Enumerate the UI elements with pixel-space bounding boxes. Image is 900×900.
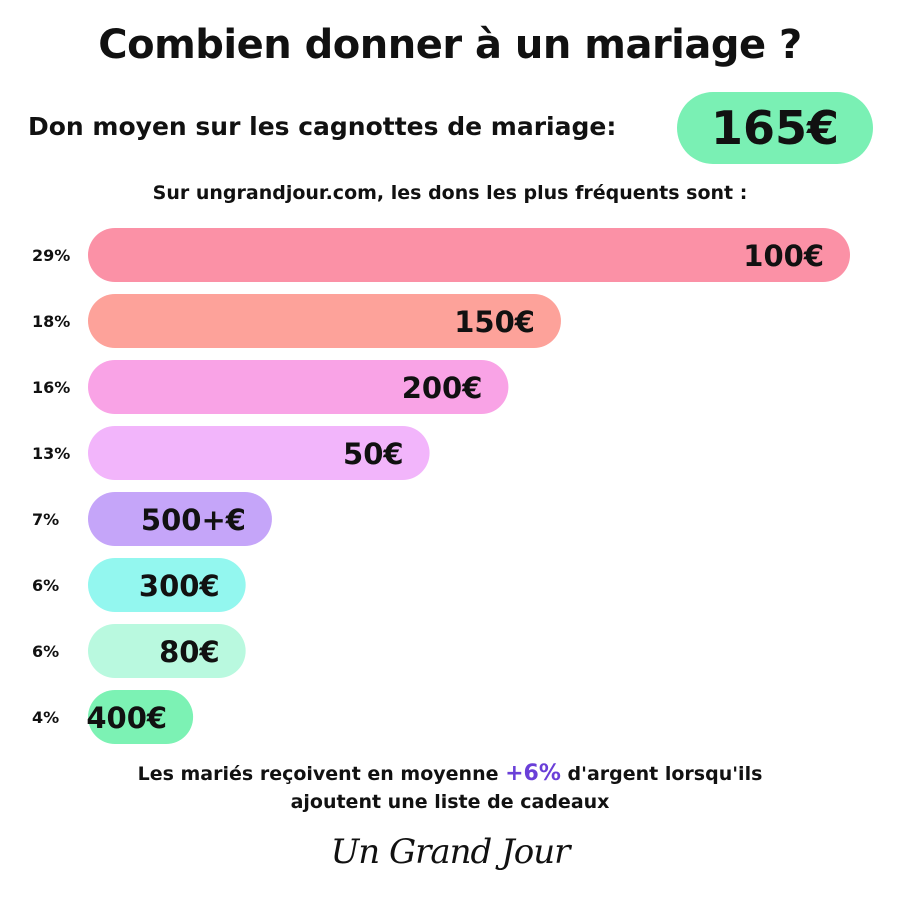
bar [88,294,561,348]
bar-category-label: 500+€ [141,503,246,537]
footnote: Les mariés reçoivent en moyenne +6% d'ar… [0,760,900,816]
bar-category-label: 300€ [139,569,220,603]
bar-chart: 29% 100€ 18% 150€ 16% 200€ 13% 50€ 7% 500+€ 6% 300€… [32,228,850,744]
bar-percent-label: 4% [32,708,59,727]
chart-title: Combien donner à un mariage ? [98,22,802,68]
bar-category-label: 200€ [402,371,483,405]
bar-category-label: 80€ [159,635,220,669]
bar [88,426,430,480]
brand-logo: Un Grand Jour [330,832,571,872]
bar [88,360,509,414]
bar [88,228,850,282]
bar-percent-label: 6% [32,576,59,595]
bar-category-label: 100€ [743,239,824,273]
footnote-highlight: +6% [505,761,561,786]
footnote-line-1: Les mariés reçoivent en moyenne +6% d'ar… [0,760,900,788]
average-donation-badge: 165€ [677,92,873,164]
average-donation-value: 165€ [710,101,840,155]
footnote-before: Les mariés reçoivent en moyenne [137,763,499,785]
bar-percent-label: 29% [32,246,70,265]
footnote-line-2: ajoutent une liste de cadeaux [290,791,610,813]
bar-category-label: 400€ [86,701,167,735]
bar [88,558,246,612]
footnote-after: d'argent lorsqu'ils [567,763,763,785]
bar [88,624,246,678]
bar-percent-label: 16% [32,378,70,397]
average-donation-row: Don moyen sur les cagnottes de mariage: … [0,92,900,164]
bar-percent-label: 7% [32,510,59,529]
average-donation-label: Don moyen sur les cagnottes de mariage: [28,112,617,141]
bar-category-label: 150€ [454,305,535,339]
bar [88,492,272,546]
bar-percent-label: 6% [32,642,59,661]
bar-category-label: 50€ [343,437,404,471]
bar-percent-label: 18% [32,312,70,331]
bar-percent-label: 13% [32,444,70,463]
chart-intro: Sur ungrandjour.com, les dons les plus f… [152,182,748,204]
bar [88,690,194,744]
